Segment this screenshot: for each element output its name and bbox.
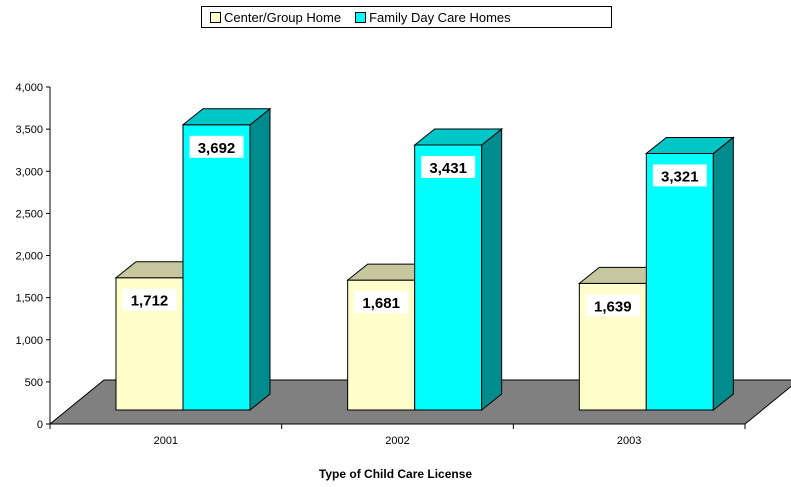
data-label-bg — [189, 135, 244, 158]
data-label-bg — [354, 291, 409, 314]
y-tick-label: 2,000 — [15, 251, 43, 263]
data-label: 1,639 — [594, 298, 632, 315]
bar-family-day-care-homes-2002-side — [481, 127, 503, 412]
x-tick-label: 2003 — [617, 435, 641, 447]
data-label: 1,712 — [131, 293, 169, 310]
bar-family-day-care-homes-2001-front — [182, 124, 251, 411]
data-label: 1,681 — [362, 295, 400, 312]
bar-family-day-care-homes-2002-top — [413, 128, 504, 146]
y-tick-label: 3,500 — [15, 124, 43, 136]
legend-label-center-group-home: Center/Group Home — [224, 9, 342, 25]
y-tick-label: 1,000 — [15, 335, 43, 347]
bar-family-day-care-homes-2003-top — [644, 136, 735, 154]
bar-family-day-care-homes-2002-front — [414, 144, 483, 411]
legend-swatch-family-day-care-homes — [355, 11, 367, 23]
y-tick-label: 1,500 — [15, 293, 43, 305]
x-tick-label: 2001 — [154, 435, 178, 447]
data-label-bg — [585, 294, 640, 317]
data-label-bg — [122, 288, 177, 311]
legend-label-family-day-care-homes: Family Day Care Homes — [369, 9, 511, 25]
x-tick-label: 2002 — [385, 435, 409, 447]
y-tick-label: 4,000 — [15, 82, 43, 94]
x-axis-title: Type of Child Care License — [318, 467, 473, 481]
y-tick-label: 0 — [37, 419, 43, 431]
y-tick-label: 500 — [25, 377, 43, 389]
data-label: 3,431 — [429, 160, 467, 177]
data-label-bg — [421, 155, 476, 178]
legend-swatch-center-group-home — [210, 11, 221, 23]
bar-family-day-care-homes-2003-side — [712, 136, 734, 412]
data-label: 3,321 — [661, 168, 699, 185]
y-tick-label: 3,000 — [15, 166, 43, 178]
data-label: 3,692 — [198, 140, 236, 157]
bar-family-day-care-homes-2003-front — [645, 152, 714, 411]
legend-item-family-day-care-homes: Family Day Care Homes — [355, 10, 511, 25]
data-label-bg — [652, 164, 707, 187]
legend-item-center-group-home: Center/Group Home — [210, 10, 341, 25]
y-tick-label: 2,500 — [15, 208, 43, 220]
bar-family-day-care-homes-2001-side — [249, 107, 271, 412]
bar-family-day-care-homes-2001-top — [181, 108, 272, 126]
legend: Center/Group Home Family Day Care Homes — [201, 6, 612, 28]
